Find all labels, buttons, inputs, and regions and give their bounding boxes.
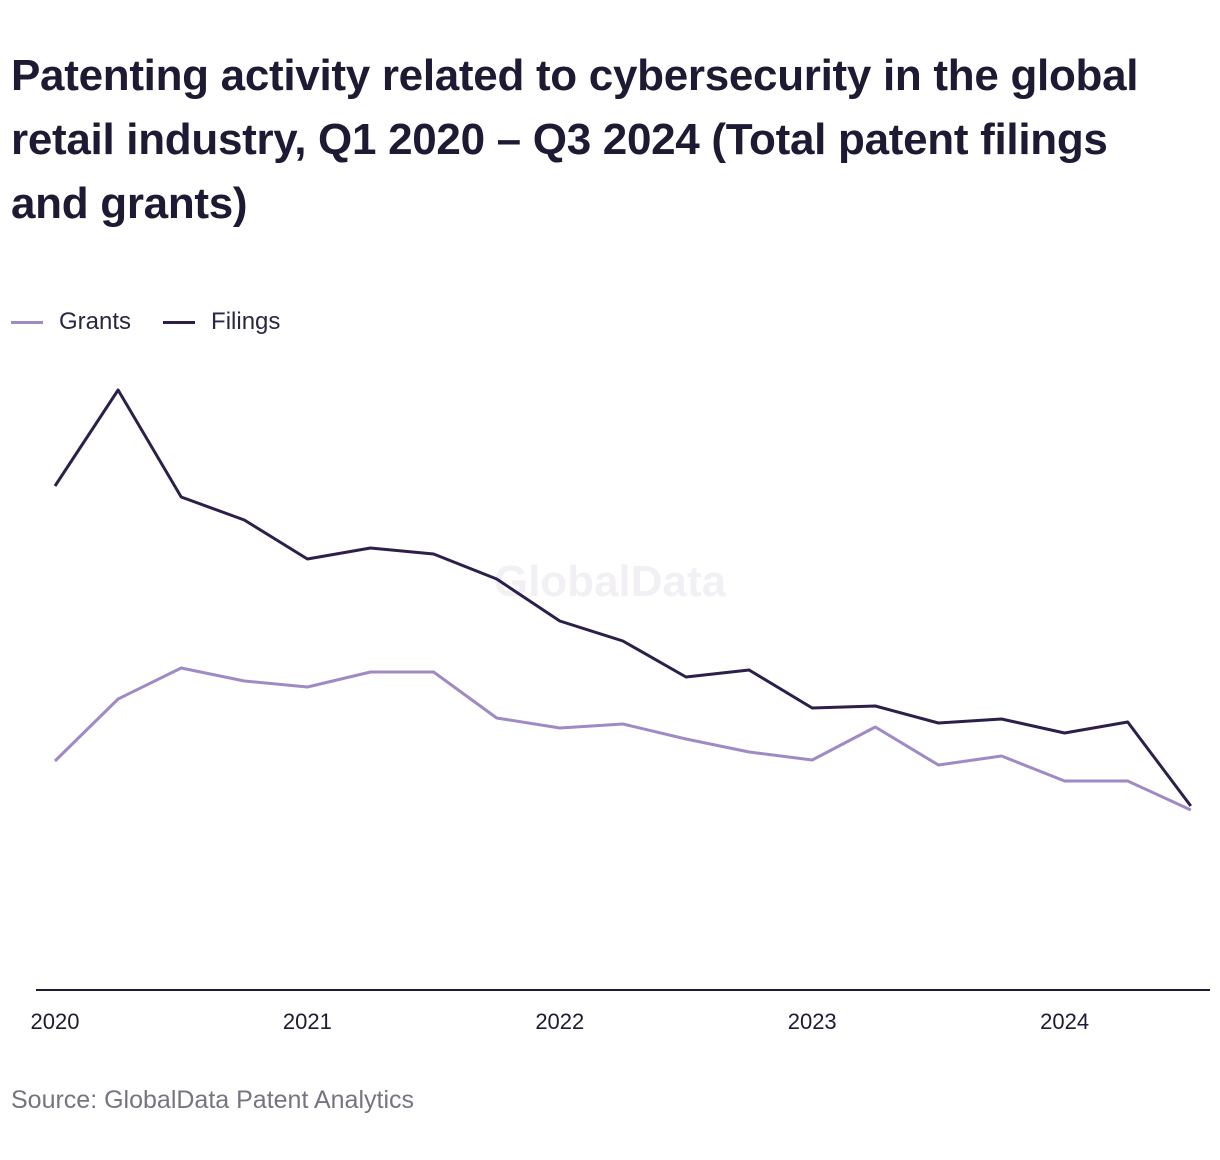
x-tick-label-2020: 2020	[31, 1009, 80, 1034]
legend-label-filings: Filings	[211, 308, 281, 335]
chart-title: Patenting activity related to cybersecur…	[11, 51, 1139, 228]
legend-swatch-filings	[163, 320, 196, 324]
x-tick-label-2021: 2021	[283, 1009, 332, 1034]
x-tick-label-2022: 2022	[535, 1009, 584, 1034]
legend-item-grants: Grants	[11, 308, 131, 336]
watermark-text: GlobalData	[494, 557, 727, 606]
series-line-filings	[53, 388, 1192, 807]
legend-item-filings: Filings	[163, 308, 280, 336]
source-note: Source: GlobalData Patent Analytics	[11, 1086, 415, 1114]
x-tick-label-2023: 2023	[788, 1009, 837, 1034]
legend-swatch-grants	[11, 320, 43, 324]
legend: Grants Filings	[11, 304, 312, 340]
series-layer	[53, 388, 1192, 812]
series-line-grants	[53, 666, 1192, 812]
x-tick-label-2024: 2024	[1040, 1009, 1089, 1034]
x-tick-labels: 2020 2021 2022 2023 2024	[31, 1009, 1090, 1034]
legend-label-grants: Grants	[59, 308, 132, 335]
